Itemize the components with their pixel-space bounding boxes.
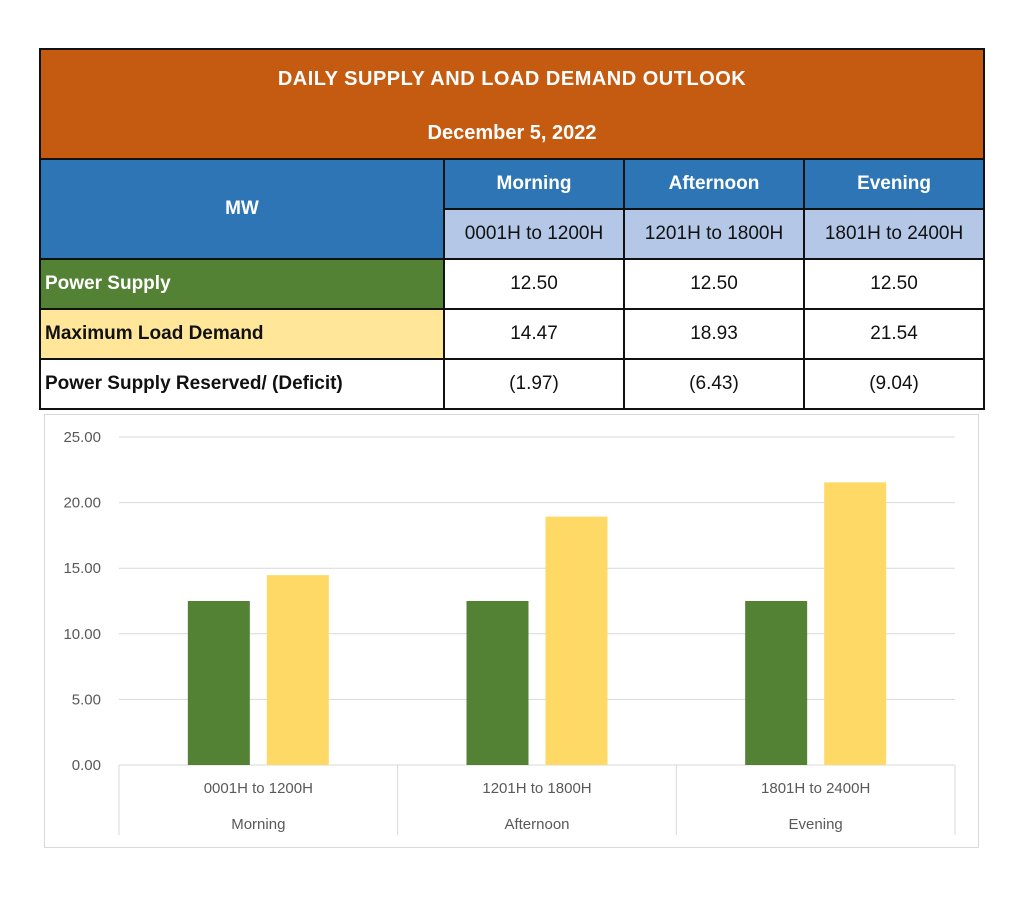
range-afternoon: 1201H to 1800H — [623, 208, 805, 260]
y-tick-label: 20.00 — [63, 495, 101, 512]
row-label-max-load-demand: Maximum Load Demand — [39, 308, 445, 360]
outlook-table: DAILY SUPPLY AND LOAD DEMAND OUTLOOK Dec… — [38, 48, 986, 410]
table-cell: 21.54 — [802, 308, 986, 360]
outlook-table-container: DAILY SUPPLY AND LOAD DEMAND OUTLOOK Dec… — [38, 48, 986, 410]
table-row: Power Supply Reserved/ (Deficit) (1.97) … — [39, 358, 986, 410]
row-label-reserve-deficit: Power Supply Reserved/ (Deficit) — [39, 358, 445, 410]
table-title: DAILY SUPPLY AND LOAD DEMAND OUTLOOK — [38, 48, 986, 108]
bar — [466, 601, 529, 765]
bar — [266, 575, 329, 765]
category-group-label: Afternoon — [504, 816, 569, 833]
period-afternoon: Afternoon — [623, 158, 805, 210]
category-label: 1201H to 1800H — [482, 780, 591, 797]
bar — [745, 601, 808, 765]
table-row: Power Supply 12.50 12.50 12.50 — [39, 258, 986, 310]
table-cell: (9.04) — [802, 358, 986, 410]
table-cell: (1.97) — [443, 358, 625, 410]
unit-label: MW — [39, 158, 445, 260]
table-date: December 5, 2022 — [38, 108, 986, 159]
bar-chart: 0.00 5.00 10.00 15.00 20.00 25.00 0001H to 120… — [44, 414, 979, 848]
table-cell: (6.43) — [623, 358, 805, 410]
period-morning: Morning — [443, 158, 625, 210]
period-evening: Evening — [802, 158, 986, 210]
table-cell: 12.50 — [802, 258, 986, 310]
y-tick-label: 5.00 — [72, 691, 101, 708]
bar-chart-svg: 0.00 5.00 10.00 15.00 20.00 25.00 0001H to 120… — [63, 429, 956, 835]
y-tick-label: 15.00 — [63, 560, 101, 577]
row-label-power-supply: Power Supply — [39, 258, 445, 310]
category-label: 1801H to 2400H — [761, 780, 870, 797]
table-cell: 12.50 — [623, 258, 805, 310]
y-tick-label: 25.00 — [63, 429, 101, 446]
y-tick-label: 0.00 — [72, 757, 101, 774]
table-cell: 18.93 — [623, 308, 805, 360]
y-tick-label: 10.00 — [63, 626, 101, 643]
category-label: 0001H to 1200H — [204, 780, 313, 797]
category-group-label: Morning — [231, 816, 285, 833]
table-row: Maximum Load Demand 14.47 18.93 21.54 — [39, 308, 986, 360]
bar — [187, 601, 250, 765]
range-evening: 1801H to 2400H — [802, 208, 986, 260]
bar — [545, 516, 608, 765]
table-cell: 14.47 — [443, 308, 625, 360]
table-cell: 12.50 — [443, 258, 625, 310]
range-morning: 0001H to 1200H — [443, 208, 625, 260]
category-group-label: Evening — [789, 816, 843, 833]
bar — [824, 482, 887, 765]
